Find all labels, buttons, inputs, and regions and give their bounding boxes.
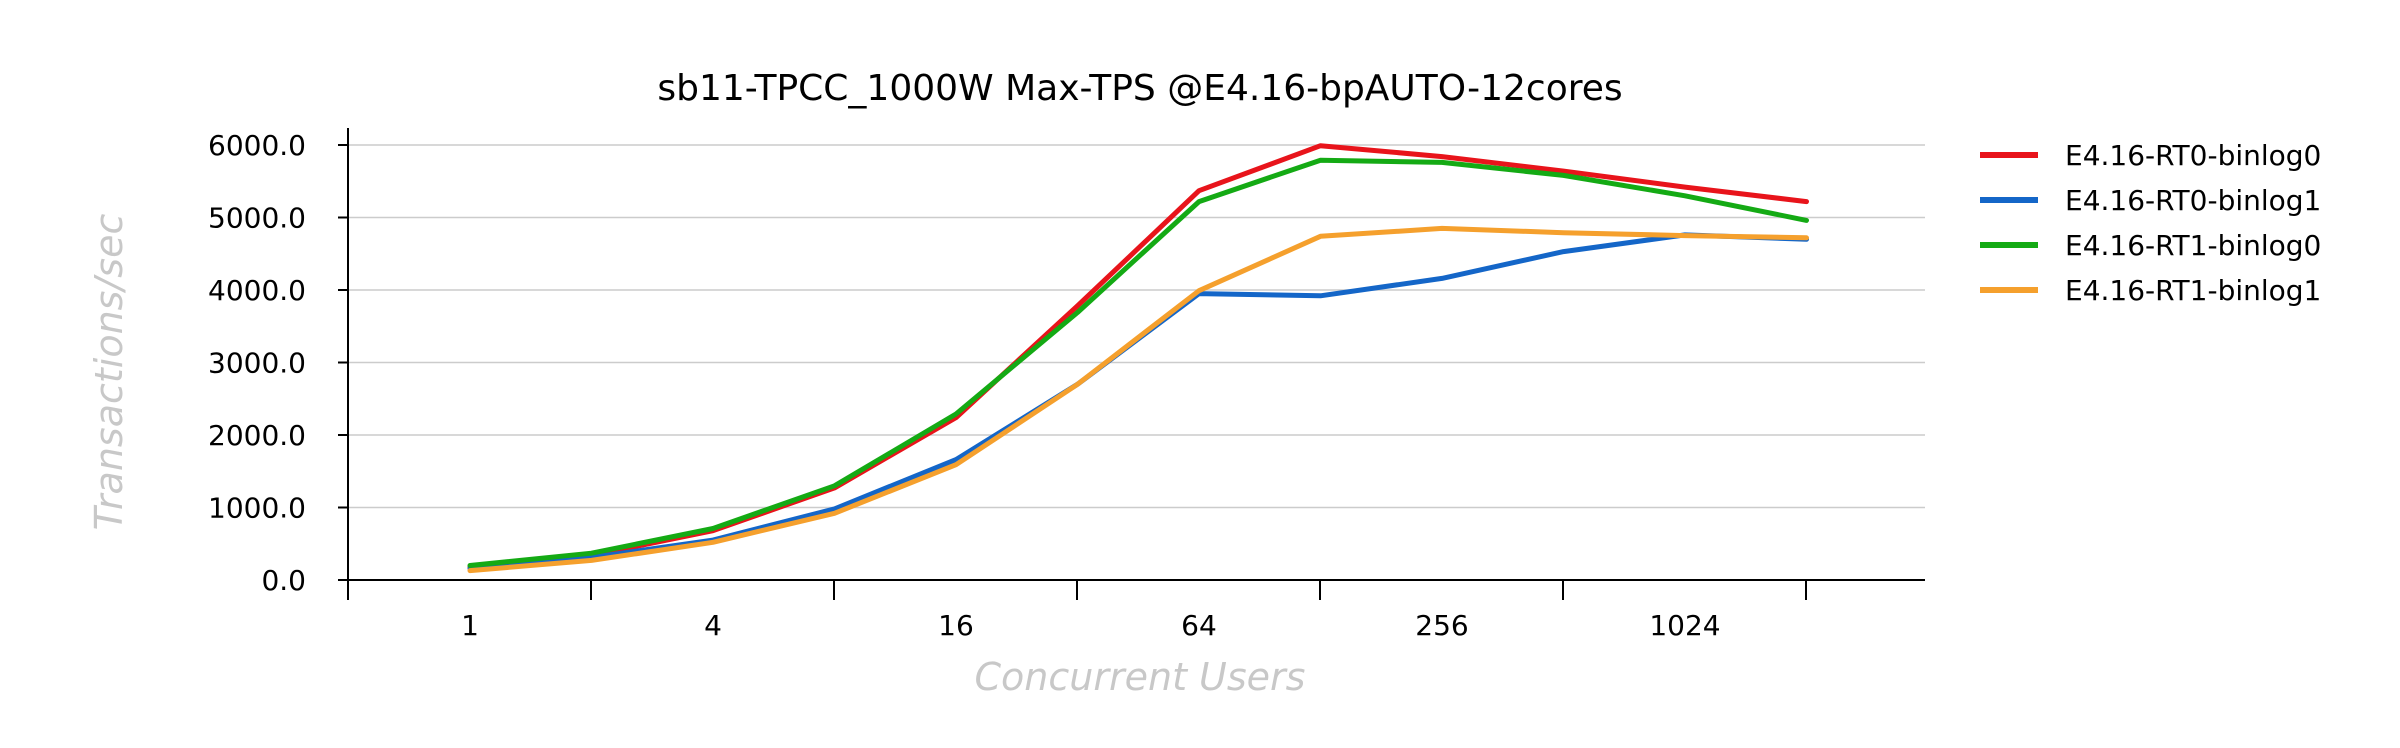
y-axis-title: Transactions/sec <box>87 214 131 531</box>
y-tick-label: 2000.0 <box>208 419 306 452</box>
x-tick-label: 256 <box>1415 609 1468 642</box>
series-line-4 <box>467 225 1809 574</box>
x-tick-label: 4 <box>704 609 722 642</box>
x-tick-label: 1 <box>461 609 479 642</box>
y-tick-label: 4000.0 <box>208 274 306 307</box>
legend-label: E4.16-RT0-binlog1 <box>2065 184 2321 217</box>
series-lines <box>467 143 1809 574</box>
x-tick-label: 64 <box>1181 609 1217 642</box>
x-tick-label: 1024 <box>1649 609 1720 642</box>
chart-title: sb11-TPCC_1000W Max-TPS @E4.16-bpAUTO-12… <box>657 68 1622 109</box>
y-tick-label: 0.0 <box>261 564 306 597</box>
axes: 0.0 1000.0 2000.0 3000.0 4000.0 5000.0 6000.0 1… <box>208 128 1925 642</box>
legend-label: E4.16-RT1-binlog1 <box>2065 274 2321 307</box>
x-axis-title: Concurrent Users <box>975 655 1306 699</box>
y-tick-label: 1000.0 <box>208 492 306 525</box>
legend: E4.16-RT0-binlog0 E4.16-RT0-binlog1 E4.16-… <box>1980 139 2321 307</box>
y-tick-label: 6000.0 <box>208 129 306 162</box>
gridlines <box>348 144 1925 509</box>
legend-label: E4.16-RT1-binlog0 <box>2065 229 2321 262</box>
x-tick-label: 16 <box>938 609 974 642</box>
series-line-3 <box>467 157 1809 568</box>
y-tick-label: 5000.0 <box>208 202 306 235</box>
series-line-2 <box>467 232 1809 571</box>
series-line-1 <box>467 143 1809 570</box>
y-tick-label: 3000.0 <box>208 347 306 380</box>
legend-label: E4.16-RT0-binlog0 <box>2065 139 2321 172</box>
